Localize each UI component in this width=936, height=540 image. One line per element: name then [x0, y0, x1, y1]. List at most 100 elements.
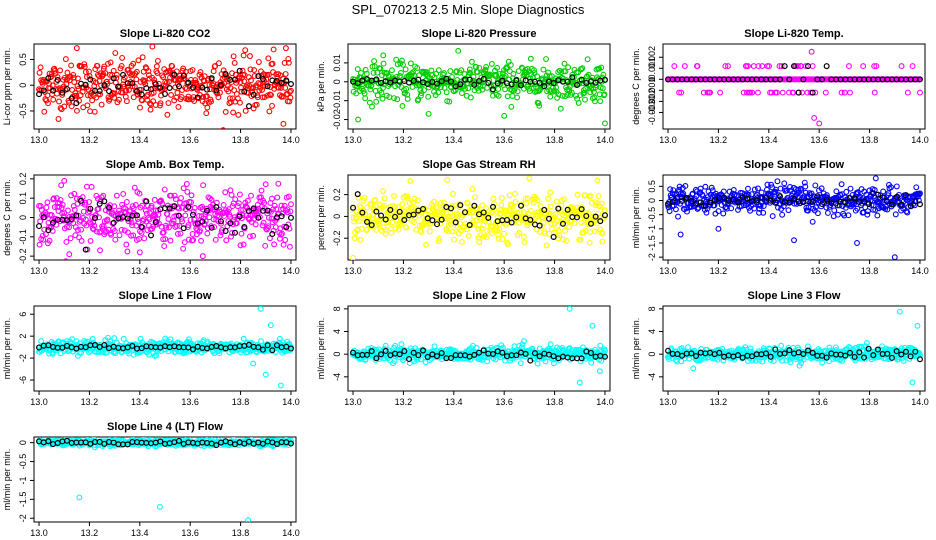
reference-point	[54, 76, 61, 83]
y-tick-label: -0.001	[647, 78, 657, 104]
data-point	[194, 87, 201, 93]
data-point	[750, 63, 757, 70]
data-point	[903, 208, 910, 215]
data-point	[600, 71, 607, 78]
data-point	[667, 186, 674, 193]
data-points	[665, 308, 923, 386]
reference-point	[730, 196, 737, 203]
data-point	[580, 87, 587, 94]
data-point	[512, 199, 519, 205]
data-point	[165, 224, 172, 231]
data-point	[506, 192, 513, 199]
outlier-point	[267, 322, 274, 329]
reference-point	[78, 197, 85, 204]
data-point	[697, 357, 704, 364]
reference-point	[907, 203, 914, 210]
reference-point	[583, 212, 590, 219]
x-tick-label: 13.2	[395, 397, 413, 407]
data-point	[190, 94, 197, 100]
data-point	[371, 58, 378, 65]
data-point	[587, 89, 594, 96]
reference-point	[199, 84, 206, 91]
y-tick-label: -1.5	[647, 235, 657, 251]
data-point	[423, 241, 430, 248]
reference-point	[777, 76, 784, 83]
data-point	[288, 201, 294, 208]
data-point	[86, 349, 92, 356]
data-point	[502, 72, 509, 79]
data-point	[719, 345, 726, 352]
data-point	[83, 183, 90, 190]
data-point	[863, 339, 870, 346]
reference-point	[213, 204, 220, 211]
x-tick-label: 13.6	[810, 397, 828, 407]
data-point	[131, 184, 138, 191]
data-point	[720, 188, 727, 195]
data-point	[104, 80, 111, 87]
data-point	[577, 92, 584, 99]
panel-title: Slope Amb. Box Temp.	[106, 159, 225, 171]
reference-point	[120, 71, 127, 78]
data-point	[68, 103, 75, 110]
data-point	[60, 213, 67, 220]
data-point	[148, 202, 155, 209]
data-point	[134, 216, 141, 222]
data-point	[884, 206, 891, 213]
data-point	[183, 181, 190, 187]
data-point	[71, 79, 78, 86]
data-point	[826, 344, 833, 351]
data-point	[595, 193, 602, 200]
reference-point	[124, 215, 131, 222]
data-point	[269, 102, 275, 109]
data-point	[854, 205, 861, 212]
reference-point	[786, 199, 793, 206]
data-point	[266, 108, 273, 115]
data-points	[350, 47, 608, 127]
data-point	[158, 197, 165, 204]
data-point	[160, 74, 167, 81]
reference-point	[410, 349, 417, 356]
reference-point	[350, 204, 357, 211]
data-point	[357, 69, 364, 76]
y-tick-label: 6	[18, 312, 28, 317]
data-point	[252, 221, 259, 228]
data-point	[778, 342, 785, 349]
outlier-point	[576, 379, 583, 386]
data-point	[540, 219, 547, 226]
reference-point	[457, 202, 464, 209]
data-point	[258, 338, 264, 345]
data-point	[814, 210, 821, 217]
reference-point	[208, 224, 215, 231]
data-point	[380, 188, 386, 195]
data-point	[160, 229, 167, 236]
outlier-point	[350, 254, 356, 260]
data-point	[48, 73, 55, 80]
data-point	[154, 70, 161, 77]
data-point	[725, 63, 731, 70]
y-axis-label: kPa per min.	[316, 61, 326, 112]
x-tick-label: 13.4	[760, 266, 778, 276]
data-point	[256, 81, 263, 87]
data-point	[787, 183, 794, 190]
data-point	[676, 89, 683, 96]
data-point	[274, 194, 281, 201]
reference-point	[550, 353, 557, 360]
data-point	[191, 98, 198, 104]
data-point	[520, 209, 527, 216]
data-point	[173, 222, 180, 229]
data-point	[214, 90, 221, 97]
reference-point	[152, 219, 159, 226]
data-point	[197, 69, 204, 75]
data-point	[812, 204, 819, 211]
data-point	[287, 94, 294, 101]
data-point	[417, 92, 424, 99]
reference-point	[406, 356, 413, 363]
data-point	[479, 202, 486, 209]
data-point	[512, 191, 518, 197]
data-point	[57, 67, 64, 74]
data-point	[543, 72, 550, 79]
reference-point	[73, 100, 80, 107]
data-point	[177, 230, 184, 237]
reference-point	[452, 83, 459, 90]
panel-title: Slope Line 2 Flow	[433, 290, 526, 302]
